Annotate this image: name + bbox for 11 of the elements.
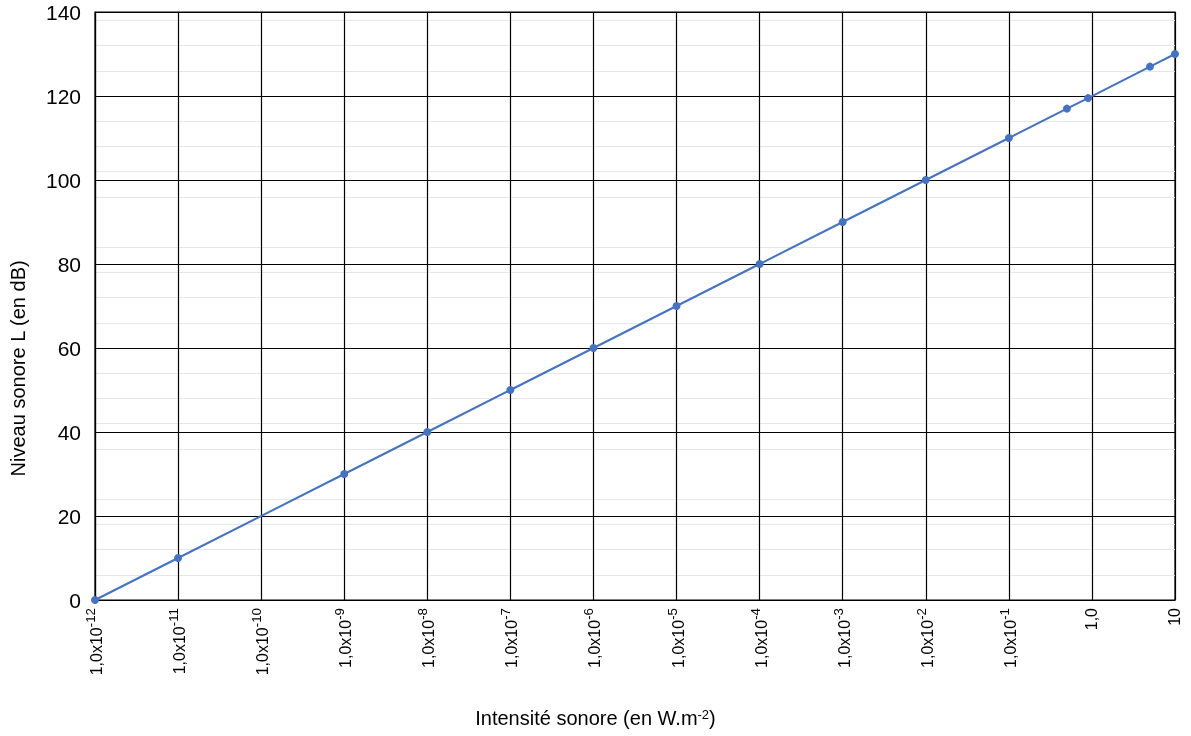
y-tick-label: 120: [45, 84, 81, 108]
y-tick-label: 60: [57, 336, 81, 360]
y-tick-label: 20: [57, 504, 81, 528]
y-tick-label: 0: [69, 588, 81, 612]
y-tick-label: 40: [57, 420, 81, 444]
x-tick-label: 1,0: [1083, 608, 1101, 631]
y-tick-label: 80: [57, 252, 81, 276]
y-tick-label: 140: [45, 0, 81, 24]
y-axis-title: Niveau sonore L (en dB): [7, 260, 29, 477]
x-tick-label: 10: [1166, 608, 1184, 626]
y-tick-label: 100: [45, 168, 81, 192]
